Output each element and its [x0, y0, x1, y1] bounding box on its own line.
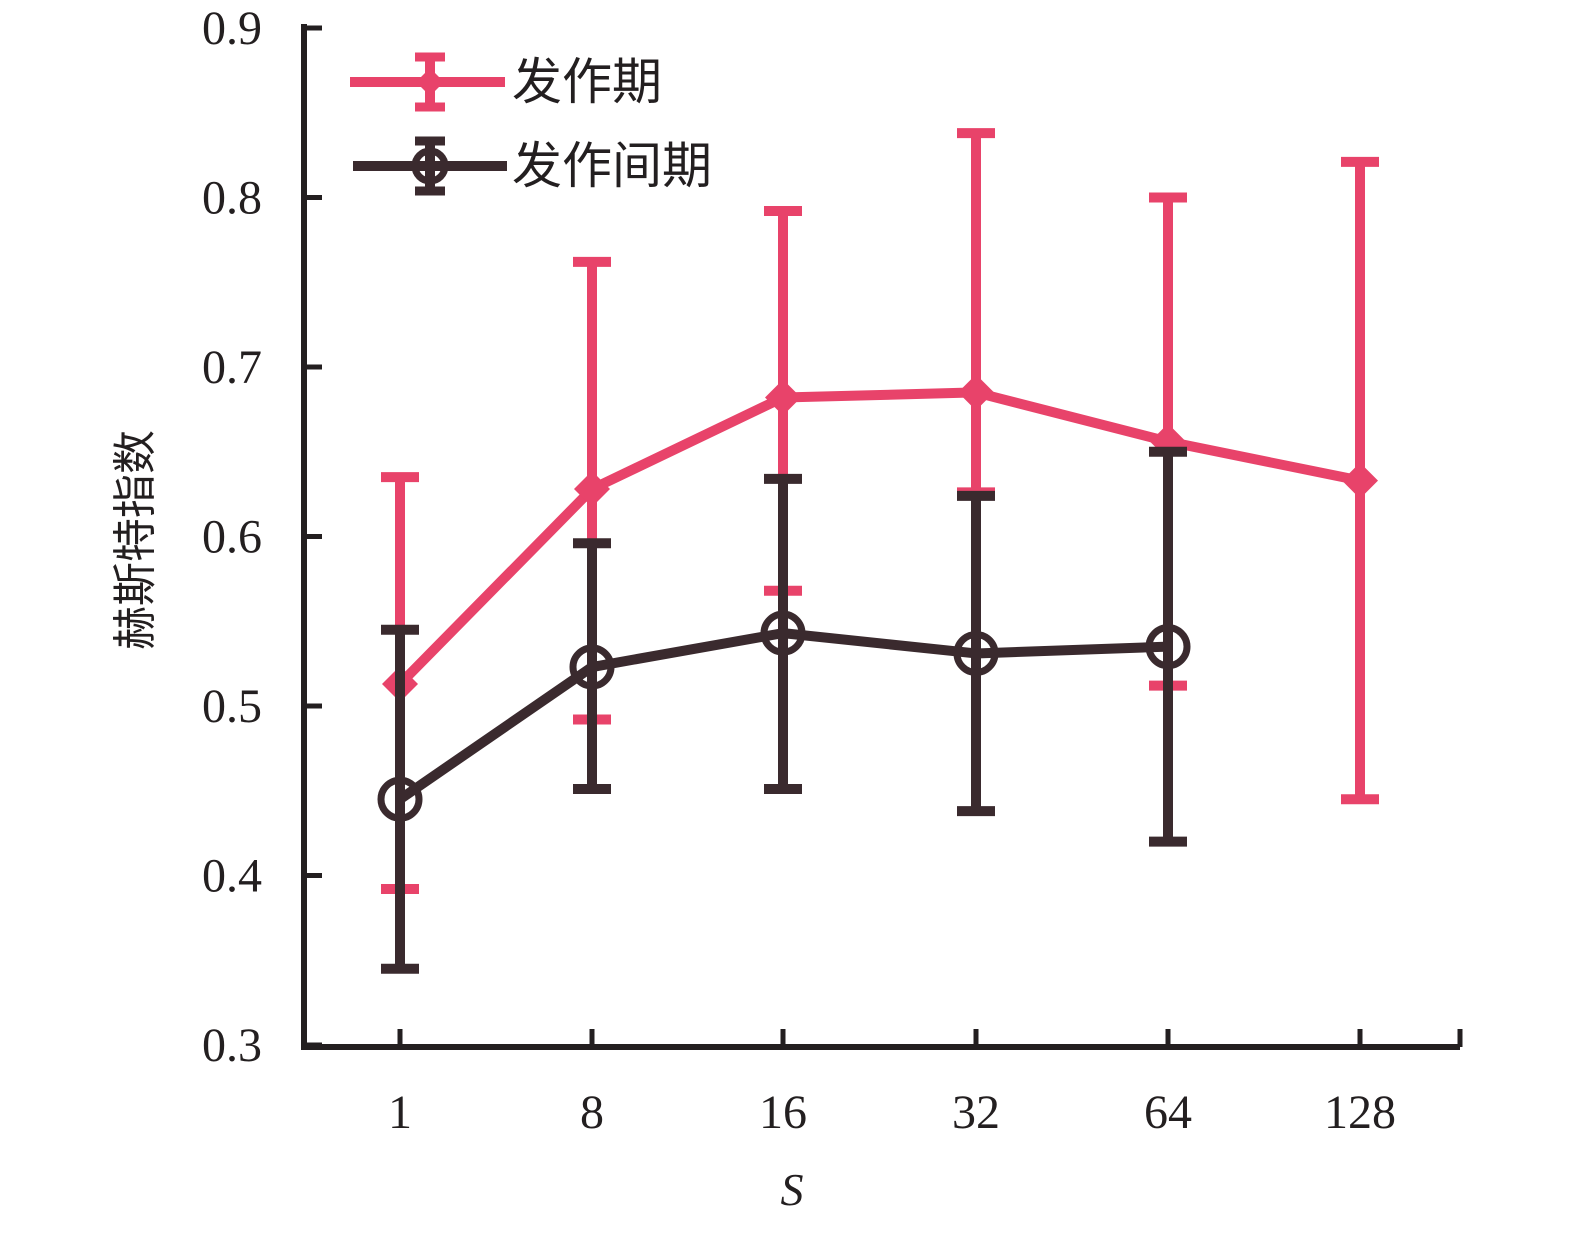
x-axis: 1 8 16 32 64 128	[301, 1029, 1463, 1139]
data-point	[574, 471, 610, 508]
x-tick-label: 8	[580, 1086, 604, 1139]
legend-item-2: 发作间期	[353, 136, 712, 196]
data-point	[760, 610, 806, 656]
x-tick-label: 32	[952, 1086, 1000, 1139]
legend-label: 发作间期	[512, 137, 712, 195]
series-2	[377, 446, 1191, 974]
x-tick-label: 128	[1324, 1086, 1396, 1139]
y-tick-label: 0.4	[202, 850, 262, 903]
data-point	[1145, 624, 1191, 670]
legend-marker	[416, 68, 444, 96]
legend-marker	[411, 147, 449, 185]
data-point	[1342, 462, 1378, 499]
legend-label: 发作期	[512, 53, 662, 111]
y-tick-label: 0.6	[202, 511, 262, 564]
data-point	[377, 776, 423, 822]
series-1	[381, 128, 1379, 895]
x-tick-label: 16	[759, 1086, 807, 1139]
y-tick-label: 0.3	[202, 1019, 262, 1072]
legend-item-1: 发作期	[350, 52, 662, 112]
data-point	[765, 379, 801, 416]
data-point	[958, 374, 994, 411]
x-axis-title: S	[781, 1164, 804, 1215]
series-layer	[377, 128, 1379, 974]
y-tick-label: 0.9	[202, 2, 262, 55]
data-point	[569, 644, 615, 690]
x-tick-label: 1	[388, 1086, 412, 1139]
y-tick-label: 0.7	[202, 341, 262, 394]
x-tick-label: 64	[1144, 1086, 1192, 1139]
y-axis: 0.3 0.4 0.5 0.6 0.7 0.8 0.9	[202, 2, 322, 1072]
data-point	[953, 630, 999, 676]
y-tick-label: 0.5	[202, 680, 262, 733]
y-axis-title: 赫斯特指数	[110, 430, 161, 650]
series-line	[396, 387, 1361, 688]
y-tick-label: 0.8	[202, 172, 262, 225]
